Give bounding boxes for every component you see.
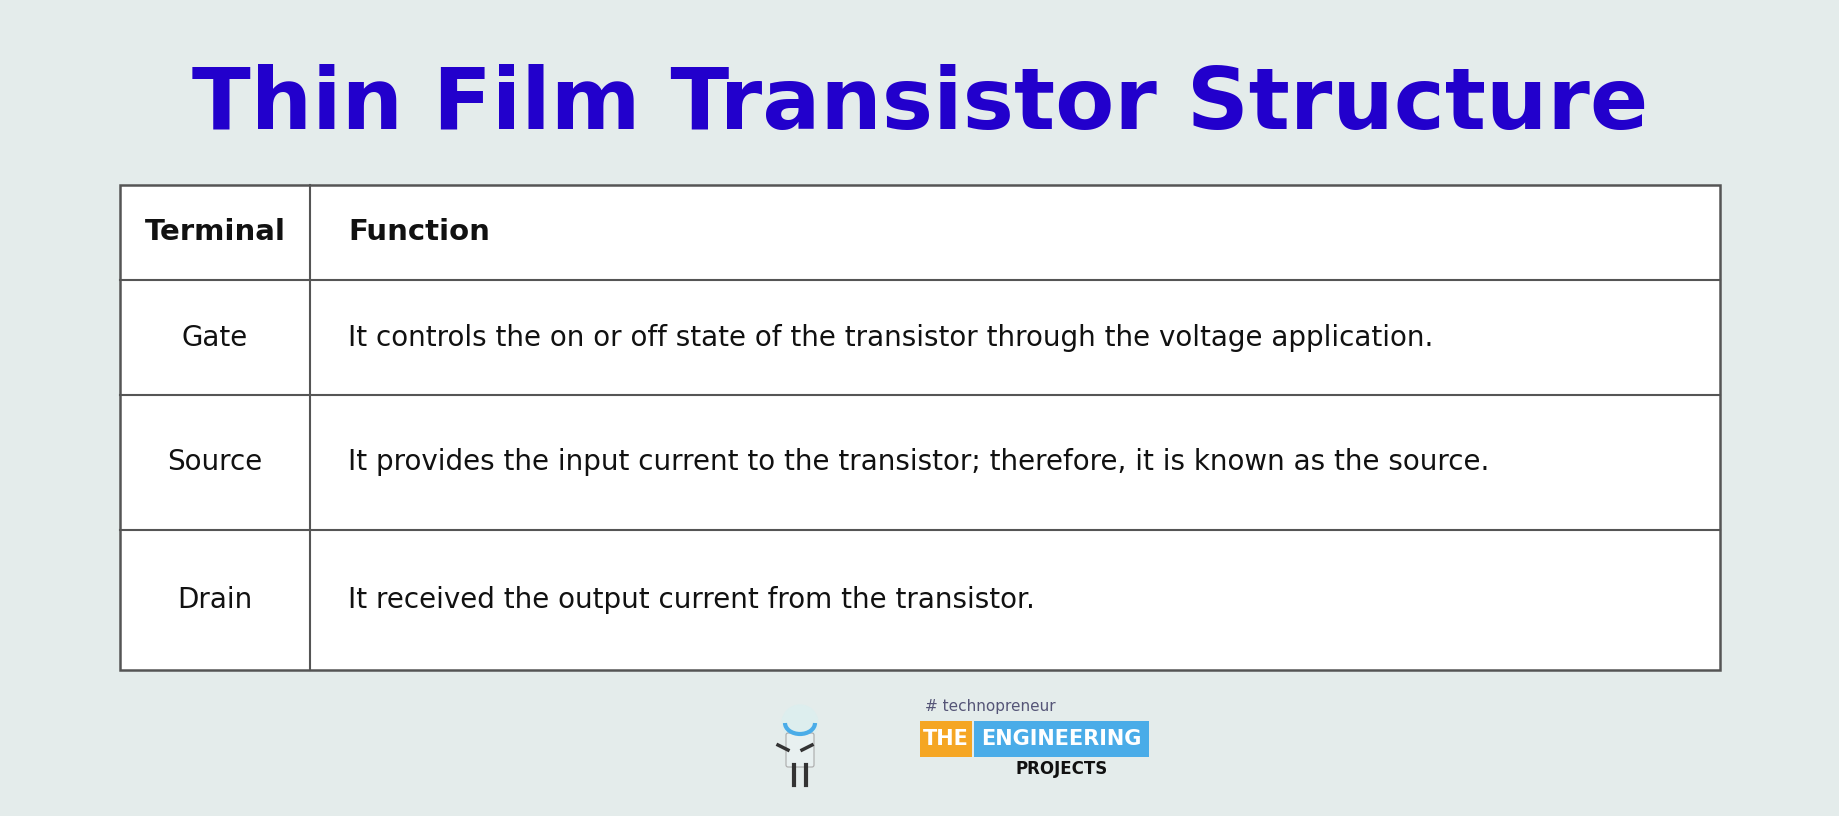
Circle shape — [782, 705, 818, 741]
Text: # technopreneur: # technopreneur — [925, 699, 1056, 715]
Bar — [120, 185, 1719, 670]
Text: THE: THE — [923, 729, 969, 749]
Text: Thin Film Transistor Structure: Thin Film Transistor Structure — [191, 64, 1648, 147]
Bar — [920, 721, 971, 757]
Text: ENGINEERING: ENGINEERING — [980, 729, 1140, 749]
Bar — [973, 721, 1148, 757]
Text: Drain: Drain — [177, 586, 252, 614]
Text: Source: Source — [167, 449, 263, 477]
Text: It controls the on or off state of the transistor through the voltage applicatio: It controls the on or off state of the t… — [348, 323, 1433, 352]
Text: PROJECTS: PROJECTS — [1015, 760, 1107, 778]
Text: It received the output current from the transistor.: It received the output current from the … — [348, 586, 1034, 614]
Text: Gate: Gate — [182, 323, 248, 352]
Text: It provides the input current to the transistor; therefore, it is known as the s: It provides the input current to the tra… — [348, 449, 1488, 477]
Bar — [120, 185, 1719, 670]
Text: Terminal: Terminal — [145, 219, 285, 246]
FancyBboxPatch shape — [785, 733, 813, 767]
Text: Function: Function — [348, 219, 489, 246]
